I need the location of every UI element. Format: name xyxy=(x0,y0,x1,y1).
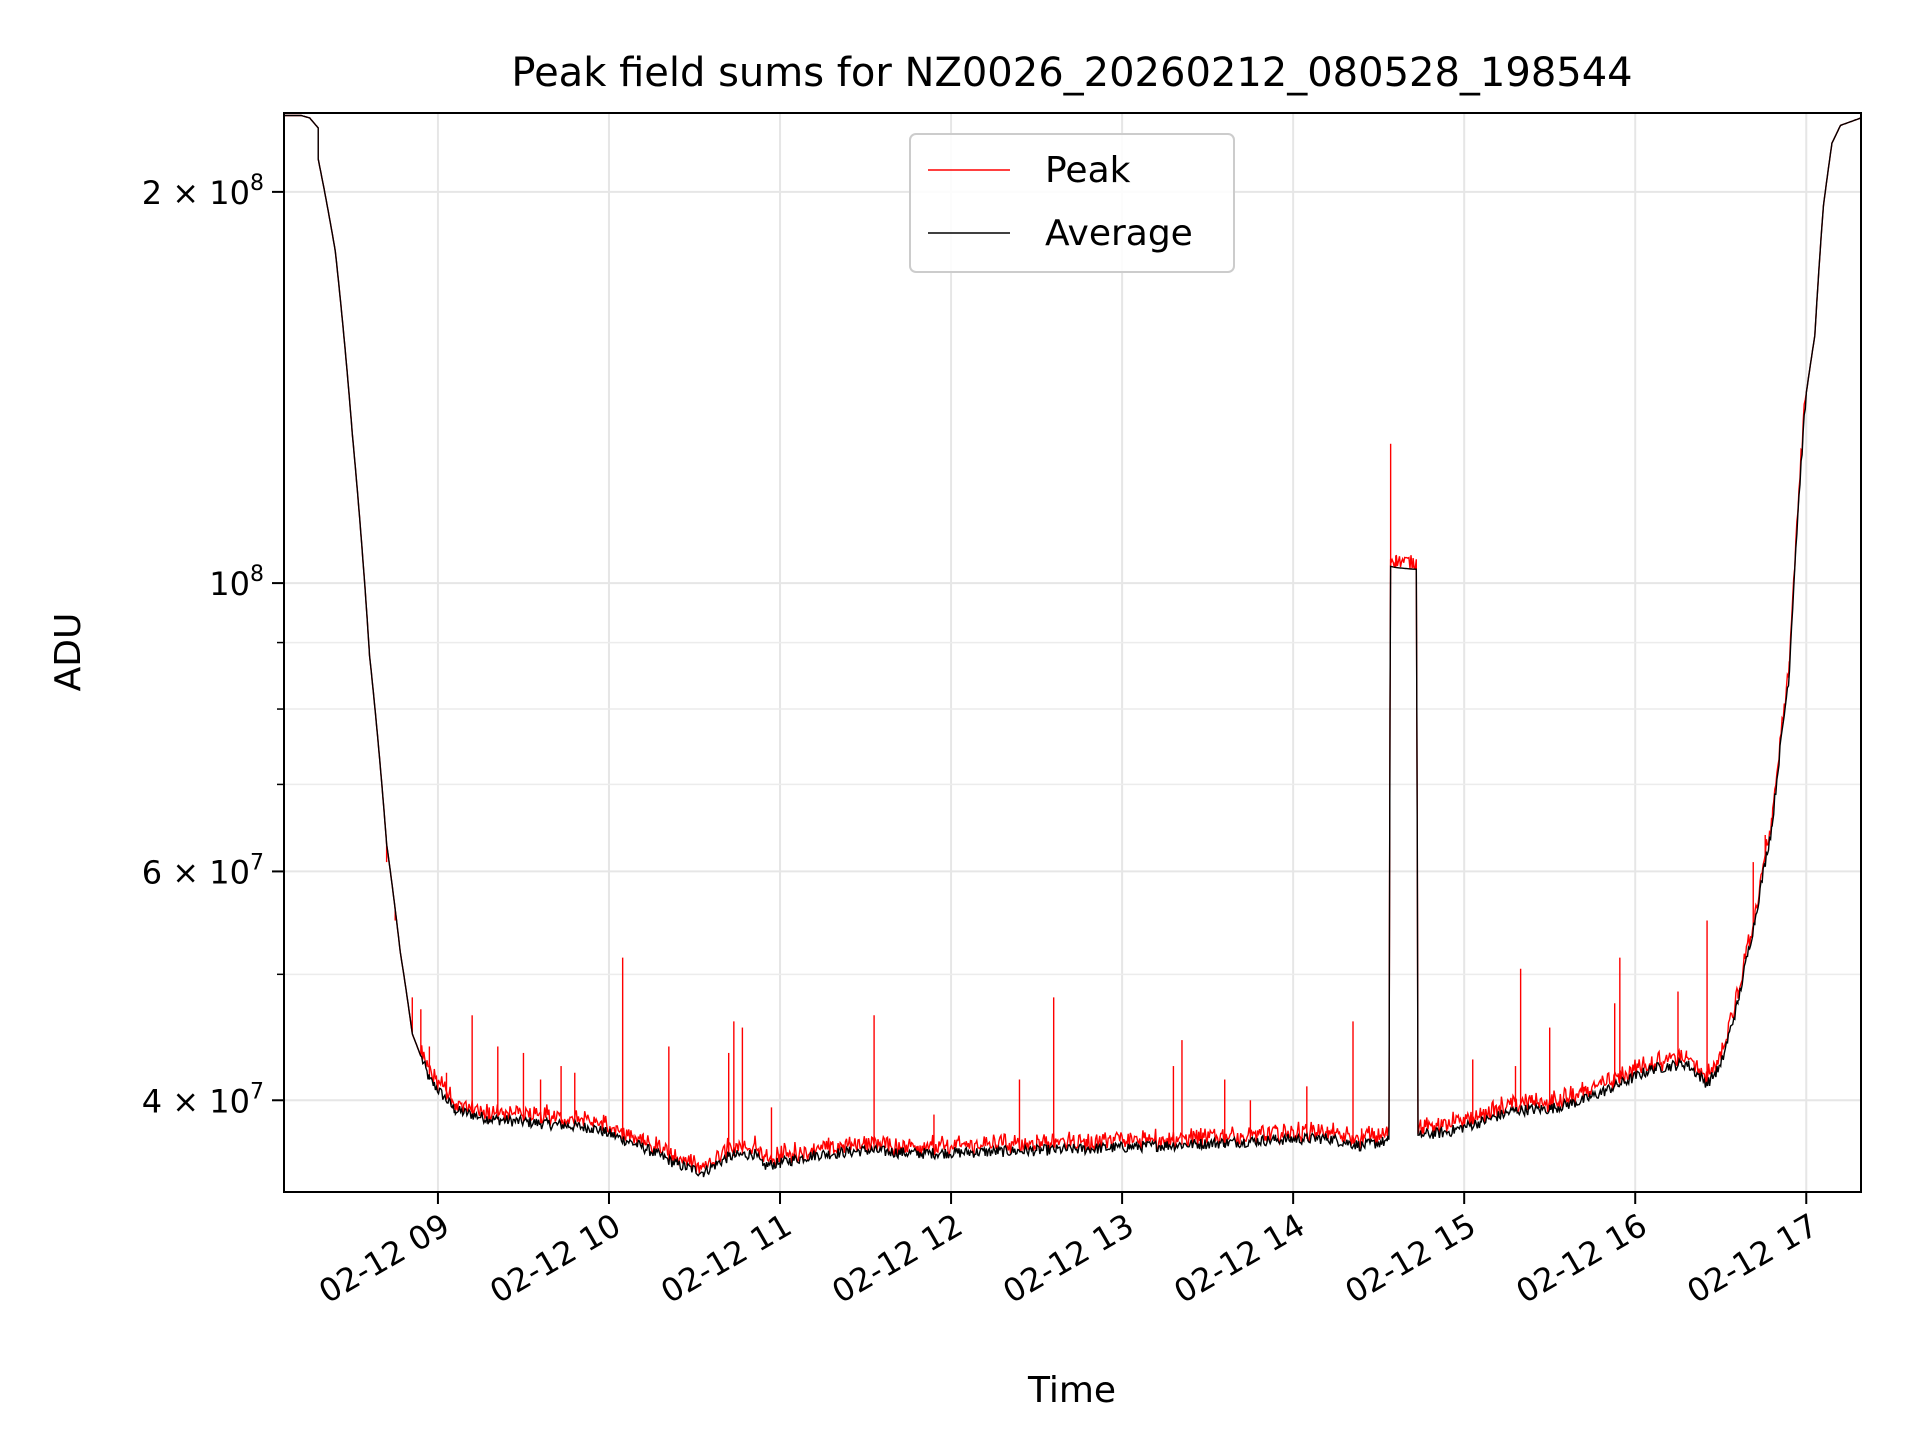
grid xyxy=(284,113,1861,1192)
y-axis-label: ADU xyxy=(48,613,89,692)
series-average-line xyxy=(284,114,1862,1178)
axes-frame xyxy=(283,112,1862,1193)
y-tick-label: 2 × 108 xyxy=(142,171,264,212)
x-axis-label: Time xyxy=(1027,1370,1116,1411)
legend-box xyxy=(909,133,1235,273)
y-tick-label: 6 × 107 xyxy=(142,850,264,891)
plot-area xyxy=(284,114,1862,1178)
chart-title: Peak field sums for NZ0026_20260212_0805… xyxy=(511,50,1632,96)
y-tick-label: 4 × 107 xyxy=(142,1079,264,1120)
legend-label-average: Average xyxy=(1045,213,1193,254)
legend: Peak Average xyxy=(909,133,1235,273)
y-axis: 4 × 107 6 × 107 108 2 × 108 xyxy=(142,171,284,1120)
y-tick-label: 108 xyxy=(209,562,264,603)
legend-label-peak: Peak xyxy=(1045,150,1131,191)
